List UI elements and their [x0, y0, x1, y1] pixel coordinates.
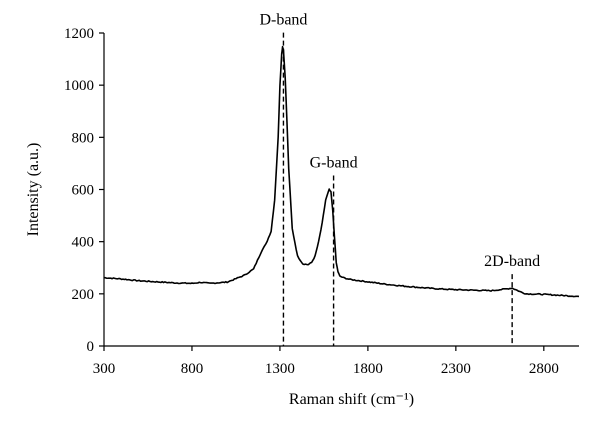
y-tick-label: 1000 — [64, 78, 94, 94]
x-tick-label: 1300 — [265, 361, 295, 377]
y-tick-label: 800 — [72, 130, 95, 146]
y-tick-label: 1200 — [64, 26, 94, 42]
annotation-label: D-band — [259, 12, 307, 29]
x-axis-title: Raman shift (cm⁻¹) — [289, 391, 414, 408]
x-tick-label: 2800 — [529, 361, 559, 377]
annotation-label: 2D-band — [484, 253, 540, 270]
x-tick-label: 1800 — [353, 361, 383, 377]
annotation-label: G-band — [310, 155, 358, 172]
y-tick-label: 200 — [72, 287, 95, 303]
annotation-lines — [282, 32, 513, 346]
axes: 0 200 400 600 800 1000 1200 300 800 1300 1800 2300 2… — [64, 26, 579, 377]
series-line — [103, 45, 580, 298]
y-tick-label: 400 — [72, 235, 95, 251]
x-tick-label: 800 — [181, 361, 204, 377]
y-tick-label: 600 — [72, 183, 95, 199]
x-tick-label: 2300 — [441, 361, 471, 377]
y-axis-title: Intensity (a.u.) — [25, 143, 42, 237]
x-tick-label: 300 — [93, 361, 116, 377]
annotation-labels: D-band G-band 2D-band — [259, 12, 540, 271]
y-tick-label: 0 — [87, 339, 95, 355]
